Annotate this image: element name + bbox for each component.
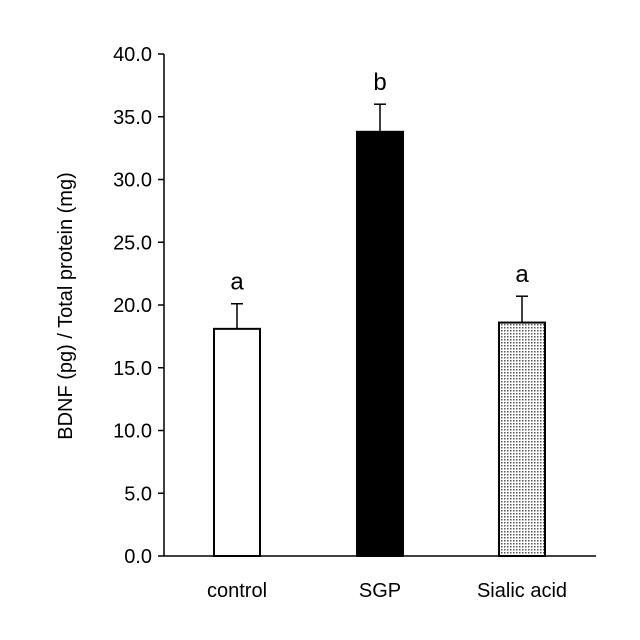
significance-label: a [515,261,529,288]
bar [357,132,403,556]
y-tick-label: 30.0 [113,170,152,192]
y-tick-label: 25.0 [113,232,152,254]
bar-chart: 0.0 5.0 10.0 15.0 20.0 25.0 30.0 35.0 40.0 a cont… [0,0,640,640]
y-tick-label: 35.0 [113,107,152,129]
y-tick-label: 0.0 [124,546,152,568]
y-axis-title: BDNF (pg) / Total protein (mg) [55,172,77,440]
y-tick-label: 40.0 [113,44,152,66]
y-tick-label: 10.0 [113,421,152,443]
bar [499,323,545,556]
bar [214,329,260,556]
y-tick-label: 15.0 [113,358,152,380]
y-tick-label: 20.0 [113,295,152,317]
y-tick-label: 5.0 [124,483,152,505]
significance-label: a [230,269,244,296]
x-tick-label: SGP [359,580,401,602]
significance-label: b [373,69,386,96]
bars [214,104,545,556]
x-tick-label: control [207,580,267,602]
x-tick-label: Sialic acid [477,580,567,602]
